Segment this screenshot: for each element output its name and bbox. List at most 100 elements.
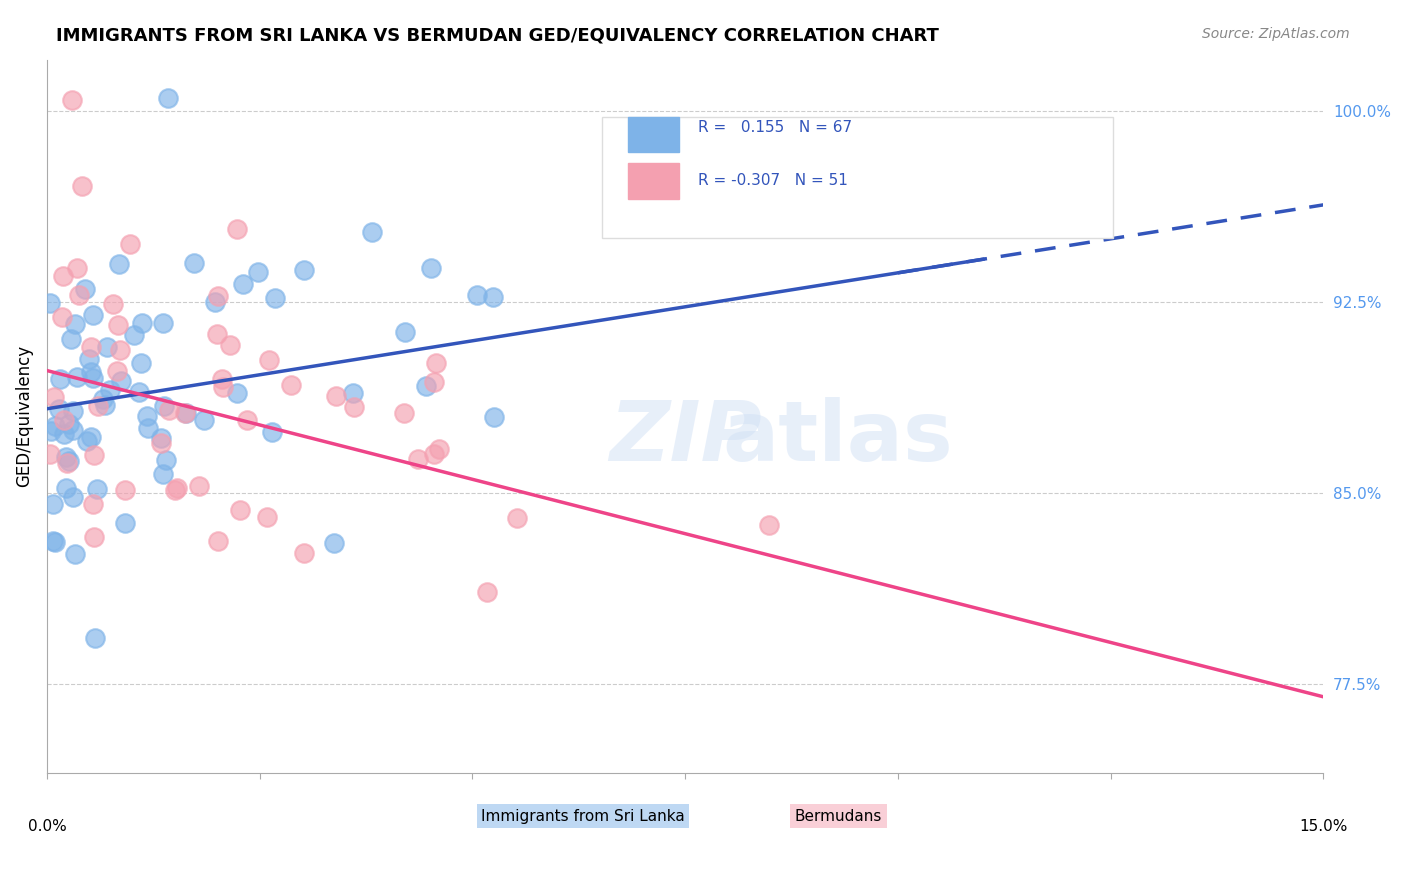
Point <box>758 518 780 533</box>
Point <box>156 91 179 105</box>
Point <box>264 291 287 305</box>
Point <box>342 385 364 400</box>
Point <box>153 399 176 413</box>
Point <box>66 260 89 275</box>
Point <box>205 326 228 341</box>
Point <box>120 236 142 251</box>
Point <box>131 316 153 330</box>
Point <box>52 426 75 441</box>
Point <box>42 390 65 404</box>
Point <box>429 442 451 456</box>
Point <box>63 547 86 561</box>
Point <box>166 481 188 495</box>
Point <box>62 404 84 418</box>
Point <box>41 424 63 438</box>
Point <box>173 406 195 420</box>
Point <box>211 372 233 386</box>
Point <box>183 256 205 270</box>
Point <box>83 449 105 463</box>
Point <box>80 365 103 379</box>
Point <box>38 447 60 461</box>
Point <box>91 392 114 407</box>
Text: Immigrants from Sri Lanka: Immigrants from Sri Lanka <box>481 808 685 823</box>
Y-axis label: GED/Equivalency: GED/Equivalency <box>15 345 32 488</box>
Text: Source: ZipAtlas.com: Source: ZipAtlas.com <box>1202 27 1350 41</box>
Text: 15.0%: 15.0% <box>1299 819 1347 834</box>
Text: R =   0.155   N = 67: R = 0.155 N = 67 <box>697 120 852 135</box>
Point <box>110 374 132 388</box>
Point <box>465 288 488 302</box>
FancyBboxPatch shape <box>602 117 1112 238</box>
FancyBboxPatch shape <box>627 163 679 199</box>
Point <box>246 265 269 279</box>
Point <box>62 490 84 504</box>
Point <box>51 310 73 325</box>
Point <box>155 453 177 467</box>
Point <box>257 353 280 368</box>
Text: Bermudans: Bermudans <box>794 808 882 823</box>
Point <box>108 343 131 357</box>
Point <box>101 296 124 310</box>
Point <box>207 289 229 303</box>
Point <box>82 308 104 322</box>
Point <box>79 340 101 354</box>
Text: 0.0%: 0.0% <box>28 819 66 834</box>
Point <box>60 93 83 107</box>
Point <box>108 257 131 271</box>
Point <box>207 534 229 549</box>
Point <box>86 399 108 413</box>
Point <box>59 332 82 346</box>
Point <box>62 424 84 438</box>
Point <box>49 371 72 385</box>
Point <box>70 179 93 194</box>
Point <box>55 450 77 464</box>
Point <box>75 282 97 296</box>
Point <box>76 434 98 448</box>
Point <box>83 530 105 544</box>
Point <box>80 430 103 444</box>
Point <box>83 631 105 645</box>
Point <box>232 277 254 292</box>
Point <box>58 454 80 468</box>
Point <box>105 364 128 378</box>
Point <box>425 356 447 370</box>
Point <box>423 447 446 461</box>
Point <box>226 386 249 401</box>
Point <box>420 261 443 276</box>
Point <box>69 287 91 301</box>
Point <box>406 452 429 467</box>
Point <box>219 337 242 351</box>
Point <box>42 496 65 510</box>
Point <box>38 296 60 310</box>
Point <box>128 385 150 400</box>
Point <box>193 413 215 427</box>
Point <box>152 316 174 330</box>
Point <box>188 479 211 493</box>
Point <box>52 413 75 427</box>
Point <box>48 401 70 416</box>
Point <box>262 425 284 439</box>
Point <box>122 327 145 342</box>
Point <box>82 371 104 385</box>
Point <box>394 326 416 340</box>
Point <box>225 222 247 236</box>
Point <box>157 402 180 417</box>
Point <box>86 483 108 497</box>
Point <box>204 295 226 310</box>
Point <box>475 585 498 599</box>
Point <box>280 377 302 392</box>
Point <box>482 410 505 425</box>
Point <box>174 406 197 420</box>
Point <box>392 406 415 420</box>
Point <box>42 534 65 549</box>
Point <box>56 456 79 470</box>
Point <box>58 417 80 431</box>
Point <box>82 497 104 511</box>
Point <box>107 318 129 332</box>
Point <box>114 483 136 497</box>
FancyBboxPatch shape <box>627 117 679 153</box>
Text: ZIP: ZIP <box>609 397 762 478</box>
Point <box>129 356 152 370</box>
Point <box>481 290 503 304</box>
Point <box>114 516 136 530</box>
